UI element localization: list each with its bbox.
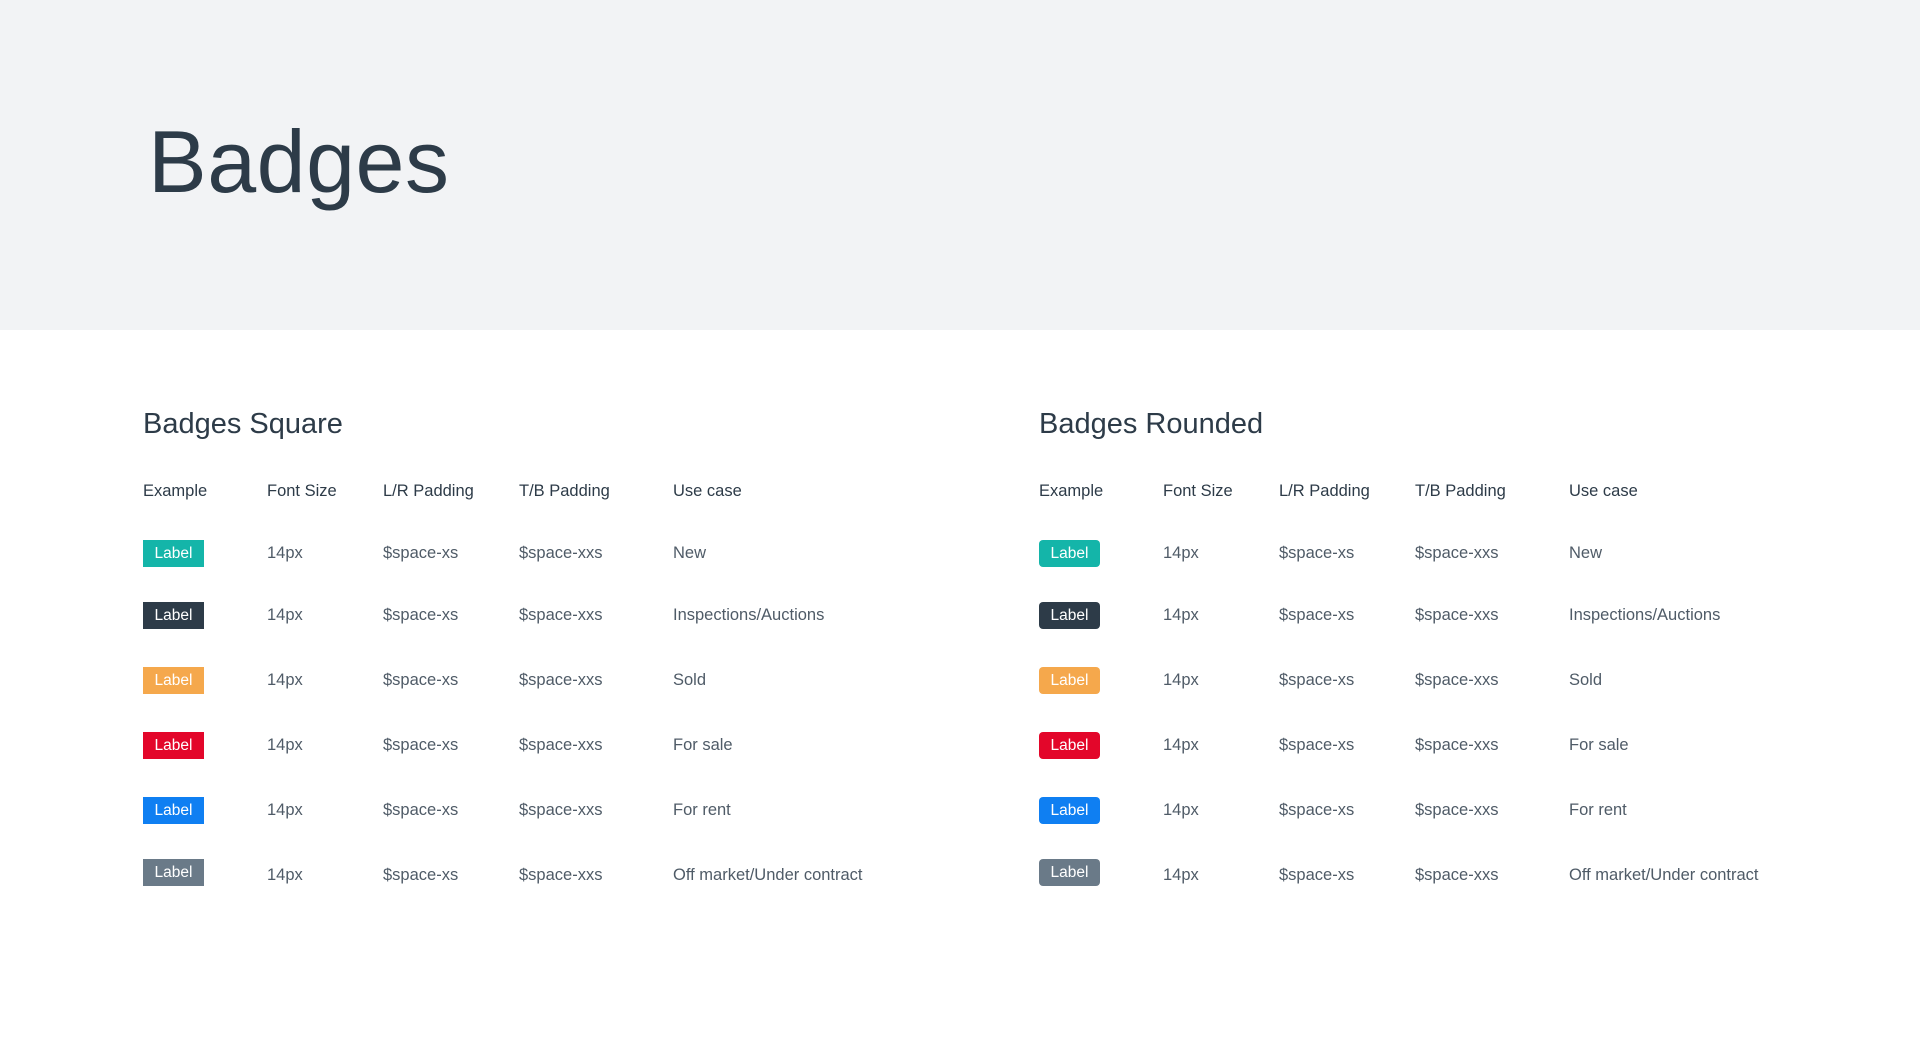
- badge-example: Label: [143, 797, 204, 824]
- lr-padding-cell: $space-xs: [383, 736, 459, 754]
- table-row: Label 14px $space-xs $space-xxs Sold: [1039, 665, 1920, 697]
- font-size-cell: 14px: [267, 736, 303, 754]
- tb-padding-cell: $space-xxs: [1415, 736, 1499, 754]
- tb-padding-cell: $space-xxs: [519, 736, 603, 754]
- use-case-cell: New: [1569, 544, 1603, 562]
- table-row: Label 14px $space-xs $space-xxs Off mark…: [143, 857, 1043, 889]
- lr-padding-cell: $space-xs: [383, 671, 459, 689]
- use-case-cell: For sale: [1569, 736, 1629, 754]
- lr-padding-cell: $space-xs: [383, 544, 459, 562]
- tb-padding-cell: $space-xxs: [519, 801, 603, 819]
- badge-example: Label: [1039, 797, 1100, 824]
- page-title: Badges: [148, 112, 450, 211]
- font-size-cell: 14px: [267, 544, 303, 562]
- font-size-cell: 14px: [1163, 671, 1199, 689]
- use-case-cell: Inspections/Auctions: [673, 606, 825, 624]
- font-size-cell: 14px: [1163, 544, 1199, 562]
- font-size-cell: 14px: [1163, 801, 1199, 819]
- lr-padding-cell: $space-xs: [383, 801, 459, 819]
- font-size-cell: 14px: [267, 801, 303, 819]
- table-row: Label 14px $space-xs $space-xxs For sale: [143, 730, 1043, 762]
- use-case-cell: Sold: [1569, 671, 1603, 689]
- lr-padding-cell: $space-xs: [1279, 671, 1355, 689]
- table-row: Label 14px $space-xs $space-xxs Off mark…: [1039, 857, 1920, 889]
- use-case-cell: Inspections/Auctions: [1569, 606, 1721, 624]
- section-title: Badges Rounded: [1039, 408, 1264, 440]
- font-size-cell: 14px: [1163, 606, 1199, 624]
- use-case-cell: Off market/Under contract: [1569, 866, 1759, 884]
- use-case-cell: Off market/Under contract: [673, 866, 863, 884]
- table-row: Label 14px $space-xs $space-xxs Inspecti…: [1039, 600, 1920, 632]
- badge-example: Label: [1039, 732, 1100, 759]
- column-header-tb-padding: T/B Padding: [1415, 482, 1506, 500]
- badge-example: Label: [143, 667, 204, 694]
- table-row: Label 14px $space-xs $space-xxs New: [1039, 538, 1920, 570]
- badge-example: Label: [143, 540, 204, 567]
- badge-example: Label: [1039, 667, 1100, 694]
- tb-padding-cell: $space-xxs: [519, 606, 603, 624]
- tb-padding-cell: $space-xxs: [519, 544, 603, 562]
- column-header-font-size: Font Size: [267, 482, 337, 500]
- tb-padding-cell: $space-xxs: [1415, 606, 1499, 624]
- table-header: Example Font Size L/R Padding T/B Paddin…: [1039, 478, 1920, 508]
- use-case-cell: Sold: [673, 671, 707, 689]
- lr-padding-cell: $space-xs: [1279, 544, 1355, 562]
- font-size-cell: 14px: [1163, 866, 1199, 884]
- table-row: Label 14px $space-xs $space-xxs New: [143, 538, 1043, 570]
- font-size-cell: 14px: [267, 866, 303, 884]
- lr-padding-cell: $space-xs: [383, 606, 459, 624]
- column-header-example: Example: [143, 482, 208, 500]
- badge-example: Label: [143, 602, 204, 629]
- table-row: Label 14px $space-xs $space-xxs Sold: [143, 665, 1043, 697]
- table-row: Label 14px $space-xs $space-xxs For rent: [1039, 795, 1920, 827]
- use-case-cell: New: [673, 544, 707, 562]
- font-size-cell: 14px: [267, 606, 303, 624]
- use-case-cell: For rent: [1569, 801, 1627, 819]
- column-header-lr-padding: L/R Padding: [383, 482, 474, 500]
- table-row: Label 14px $space-xs $space-xxs For sale: [1039, 730, 1920, 762]
- font-size-cell: 14px: [1163, 736, 1199, 754]
- badge-example: Label: [1039, 602, 1100, 629]
- column-header-lr-padding: L/R Padding: [1279, 482, 1370, 500]
- lr-padding-cell: $space-xs: [1279, 801, 1355, 819]
- column-header-tb-padding: T/B Padding: [519, 482, 610, 500]
- badge-example: Label: [1039, 540, 1100, 567]
- lr-padding-cell: $space-xs: [1279, 736, 1355, 754]
- table-row: Label 14px $space-xs $space-xxs For rent: [143, 795, 1043, 827]
- lr-padding-cell: $space-xs: [383, 866, 459, 884]
- lr-padding-cell: $space-xs: [1279, 866, 1355, 884]
- tb-padding-cell: $space-xxs: [519, 866, 603, 884]
- column-header-example: Example: [1039, 482, 1104, 500]
- badge-example: Label: [143, 732, 204, 759]
- table-row: Label 14px $space-xs $space-xxs Inspecti…: [143, 600, 1043, 632]
- font-size-cell: 14px: [267, 671, 303, 689]
- tb-padding-cell: $space-xxs: [1415, 866, 1499, 884]
- badge-example: Label: [1039, 859, 1100, 886]
- section-title: Badges Square: [143, 408, 343, 440]
- table-header: Example Font Size L/R Padding T/B Paddin…: [143, 478, 1043, 508]
- lr-padding-cell: $space-xs: [1279, 606, 1355, 624]
- tb-padding-cell: $space-xxs: [1415, 671, 1499, 689]
- badge-example: Label: [143, 859, 204, 886]
- use-case-cell: For sale: [673, 736, 733, 754]
- tb-padding-cell: $space-xxs: [1415, 544, 1499, 562]
- page-header: Badges: [0, 0, 1920, 330]
- column-header-font-size: Font Size: [1163, 482, 1233, 500]
- tb-padding-cell: $space-xxs: [519, 671, 603, 689]
- column-header-use-case: Use case: [1569, 482, 1638, 500]
- use-case-cell: For rent: [673, 801, 731, 819]
- column-header-use-case: Use case: [673, 482, 742, 500]
- tb-padding-cell: $space-xxs: [1415, 801, 1499, 819]
